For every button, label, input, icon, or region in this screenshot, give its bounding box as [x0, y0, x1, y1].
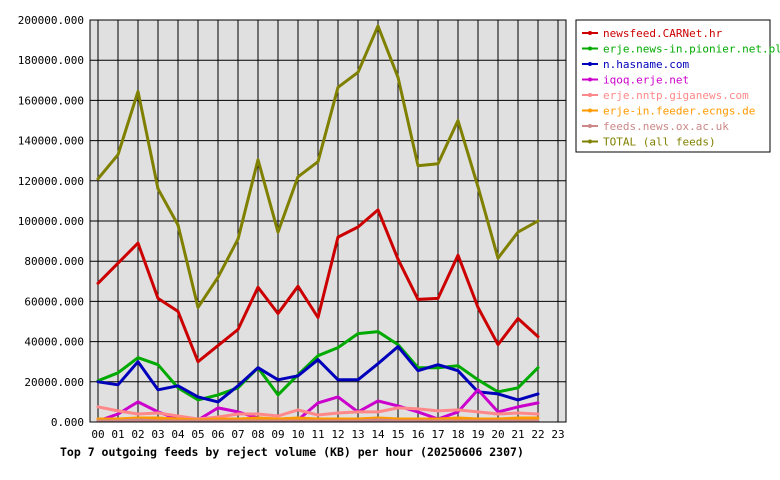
x-axis-ticks: 00 01 02 03 04 05 06 07 08 09 10 11 12 13 14 15 16 17 18 19… [91, 428, 564, 441]
x-tick-label: 07 [231, 428, 244, 441]
x-tick-label: 21 [511, 428, 524, 441]
x-tick-label: 11 [311, 428, 324, 441]
legend-marker [588, 124, 592, 128]
x-tick-label: 17 [431, 428, 444, 441]
x-tick-label: 06 [211, 428, 224, 441]
y-tick-label: 200000.000 [18, 14, 84, 27]
x-tick-label: 14 [371, 428, 385, 441]
series-line-5 [96, 416, 540, 422]
y-tick-label: 140000.000 [18, 135, 84, 148]
x-tick-label: 08 [251, 428, 264, 441]
series-line-4 [96, 405, 540, 421]
series-line-7 [96, 24, 540, 309]
y-tick-label: 180000.000 [18, 54, 84, 67]
y-tick-label: 60000.000 [24, 295, 84, 308]
series-line-0 [96, 208, 540, 364]
legend-entry: n.hasname.com [603, 58, 689, 71]
y-tick-label: 40000.000 [24, 336, 84, 349]
x-tick-label: 20 [491, 428, 504, 441]
legend-marker [588, 31, 592, 35]
legend-marker [588, 93, 592, 97]
x-tick-label: 23 [551, 428, 564, 441]
legend-marker [588, 46, 592, 51]
legend-box [575, 19, 771, 153]
x-tick-label: 16 [411, 428, 424, 441]
y-tick-label: 0.000 [51, 416, 84, 429]
y-tick-label: 120000.000 [18, 175, 84, 188]
x-tick-label: 22 [531, 428, 544, 441]
x-tick-label: 12 [331, 428, 344, 441]
series-lines [96, 24, 540, 423]
legend-entry: erje-in.feeder.ecngs.de [603, 105, 755, 118]
x-tick-label: 15 [391, 428, 404, 441]
legend-marker [588, 108, 592, 113]
legend-entry: feeds.news.ox.ac.uk [603, 120, 729, 133]
y-tick-label: 160000.000 [18, 94, 84, 107]
y-axis-ticks: 0.000 20000.000 40000.000 60000.000 80000.00… [18, 14, 84, 429]
x-tick-label: 18 [451, 428, 464, 441]
legend-marker [588, 139, 592, 144]
x-tick-label: 01 [111, 428, 124, 441]
x-tick-label: 02 [131, 428, 144, 441]
series-line-3 [96, 388, 540, 423]
plot-frame [89, 19, 567, 423]
y-tick-label: 100000.000 [18, 215, 84, 228]
y-tick-label: 80000.000 [24, 255, 84, 268]
x-tick-label: 03 [151, 428, 164, 441]
x-tick-label: 05 [191, 428, 204, 441]
legend-entry: iqoq.erje.net [603, 74, 689, 87]
chart-title: Top 7 outgoing feeds by reject volume (K… [60, 445, 524, 459]
legend-entry: newsfeed.CARNet.hr [603, 27, 723, 40]
x-tick-label: 00 [91, 428, 104, 441]
x-tick-label: 09 [271, 428, 284, 441]
series-line-1 [96, 330, 540, 402]
series-line-6 [96, 418, 540, 423]
y-tick-label: 20000.000 [24, 376, 84, 389]
legend: newsfeed.CARNet.hr erje.news-in.pionier.n… [575, 19, 780, 153]
legend-entry: erje.nntp.giganews.com [603, 89, 749, 102]
x-tick-label: 13 [351, 428, 364, 441]
x-tick-label: 19 [471, 428, 484, 441]
legend-entry: erje.news-in.pionier.net.pl [603, 43, 780, 56]
legend-entry: TOTAL (all feeds) [603, 136, 716, 149]
legend-marker [588, 77, 592, 82]
x-tick-label: 04 [171, 428, 185, 441]
series-line-2 [96, 345, 540, 404]
x-tick-label: 10 [291, 428, 304, 441]
legend-marker [588, 62, 592, 66]
